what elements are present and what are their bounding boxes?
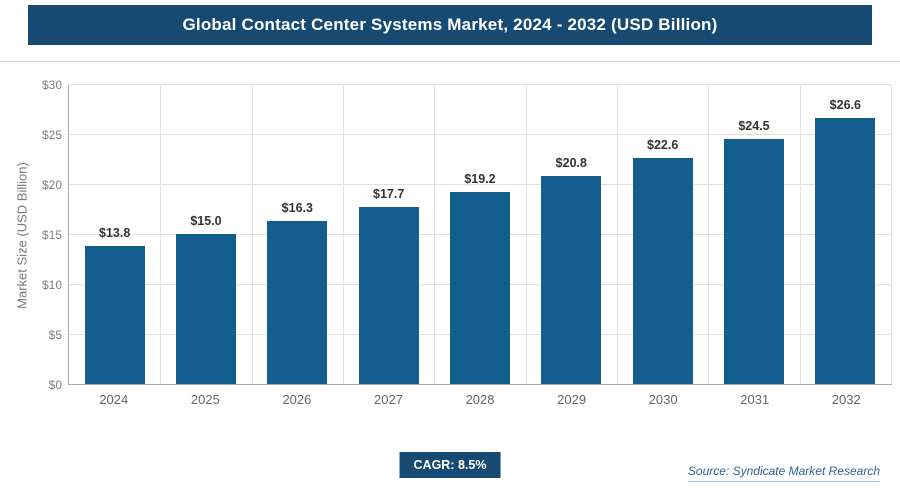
bar-cell: $20.8: [526, 85, 617, 384]
bar: [632, 158, 693, 384]
bar: [358, 207, 419, 384]
y-tick-label: $5: [48, 328, 62, 342]
x-tick-label: 2030: [648, 392, 678, 407]
x-axis-labels: 2024 2025 2026 2027 2028 2029 2030 2031 2032: [68, 392, 892, 407]
x-tick-label: 2031: [740, 392, 770, 407]
bar: [815, 118, 876, 384]
y-tick-label: $10: [41, 278, 62, 292]
cagr-badge: CAGR: 8.5%: [399, 452, 501, 478]
vertical-gridline: [251, 85, 253, 384]
x-tick-label: 2032: [831, 392, 861, 407]
horizontal-gridline: [69, 134, 891, 135]
header-divider: [0, 61, 900, 62]
bar: [84, 246, 145, 384]
bar-cell: $24.5: [708, 85, 799, 384]
bar-cell: $16.3: [252, 85, 343, 384]
bar-value-label: $19.2: [464, 172, 496, 186]
y-tick-label: $20: [41, 178, 62, 192]
vertical-gridline: [525, 85, 527, 384]
x-tick-label: 2027: [374, 392, 403, 407]
bar-cell: $26.6: [800, 85, 891, 384]
y-tick-label: $15: [41, 228, 62, 242]
bar: [541, 176, 602, 384]
bar-chart-plot-area: $13.8 $15.0 $16.3 $17.7 $19.2 $20.8 $22.6 $24.5…: [68, 84, 892, 385]
bar-value-label: $22.6: [647, 138, 679, 152]
vertical-gridline: [799, 85, 801, 384]
bar-cell: $19.2: [434, 85, 525, 384]
bar: [175, 234, 236, 384]
horizontal-gridline: [69, 84, 891, 85]
x-tick-label: 2026: [282, 392, 312, 407]
bar-value-label: $17.7: [373, 187, 405, 201]
chart-title-bar: Global Contact Center Systems Market, 20…: [28, 5, 872, 45]
bar-cell: $15.0: [160, 85, 251, 384]
bar: [723, 139, 784, 384]
vertical-gridline: [342, 85, 344, 384]
bar-value-label: $20.8: [555, 156, 587, 170]
vertical-gridline: [616, 85, 618, 384]
y-tick-label: $0: [48, 378, 62, 392]
y-tick-label: $30: [41, 78, 62, 92]
bar-cell: $13.8: [69, 85, 160, 384]
y-tick-label: $25: [41, 128, 62, 142]
vertical-gridline: [160, 85, 162, 384]
horizontal-gridline: [69, 184, 891, 185]
bar-value-label: $26.6: [829, 98, 861, 112]
bar-value-label: $16.3: [281, 201, 313, 215]
x-tick-label: 2029: [557, 392, 587, 407]
y-axis-ticks: $0 $5 $10 $15 $20 $25 $30: [18, 78, 62, 392]
bar: [267, 221, 328, 384]
bar: [449, 192, 510, 384]
bar-value-label: $24.5: [738, 119, 770, 133]
source-attribution: Source: Syndicate Market Research: [687, 464, 880, 482]
x-tick-label: 2025: [190, 392, 220, 407]
bar-cell: $22.6: [617, 85, 708, 384]
bar-cell: $17.7: [343, 85, 434, 384]
x-tick-label: 2024: [99, 392, 129, 407]
vertical-gridline: [434, 85, 436, 384]
x-tick-label: 2028: [465, 392, 495, 407]
bar-value-label: $15.0: [190, 214, 222, 228]
page-title: Global Contact Center Systems Market, 20…: [182, 15, 718, 34]
bar-value-label: $13.8: [99, 226, 131, 240]
vertical-gridline: [708, 85, 710, 384]
